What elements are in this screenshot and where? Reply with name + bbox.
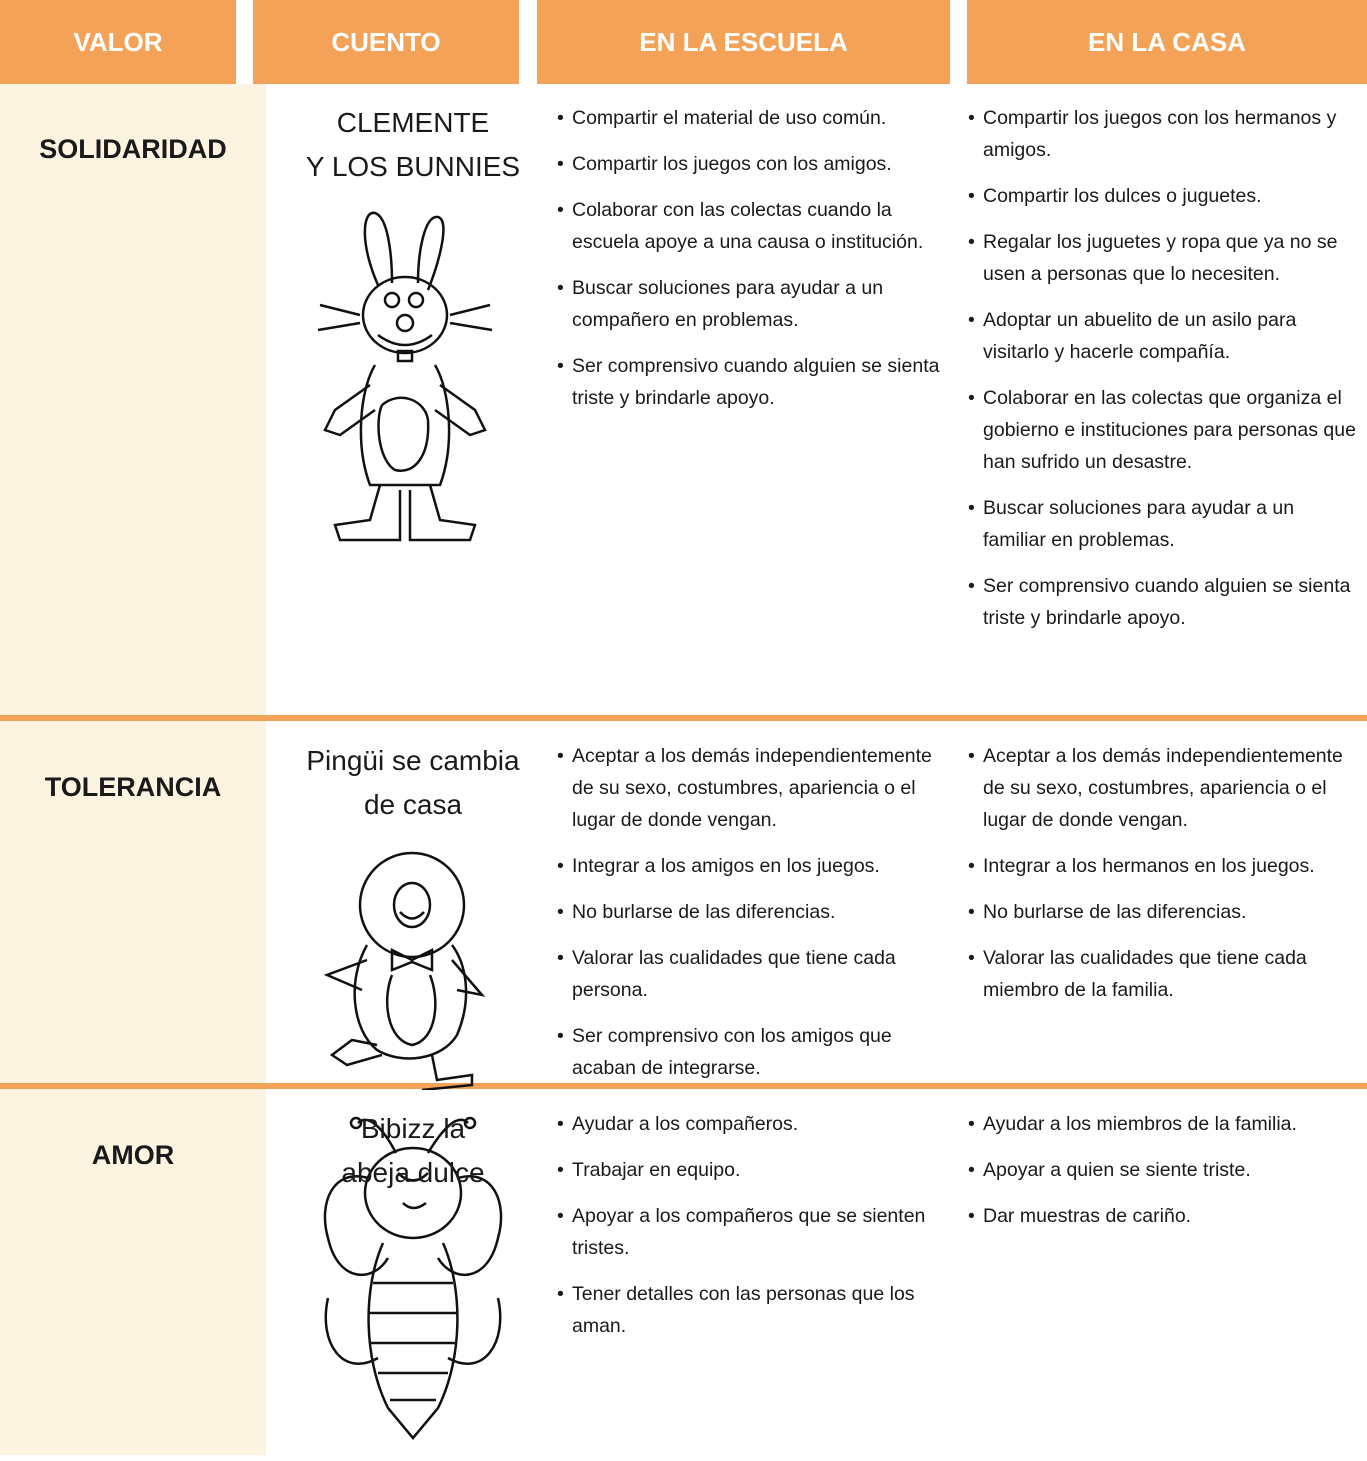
header-cell: EN LA ESCUELA bbox=[537, 0, 950, 84]
story-line: abeja dulce bbox=[341, 1157, 485, 1188]
value-name: SOLIDARIDAD bbox=[39, 134, 227, 164]
story-title: Pingüi se cambia de casa bbox=[280, 739, 546, 827]
bee-illustration bbox=[323, 1116, 503, 1440]
school-item: Valorar las cualidades que tiene cada pe… bbox=[557, 942, 947, 1006]
home-item: No burlarse de las diferencias. bbox=[968, 896, 1358, 928]
home-item: Compartir los dulces o juguetes. bbox=[968, 180, 1358, 212]
home-item: Valorar las cualidades que tiene cada mi… bbox=[968, 942, 1358, 1006]
value-name: AMOR bbox=[91, 1140, 175, 1170]
school-list: Ayudar a los compañeros. Trabajar en equi… bbox=[557, 1108, 947, 1356]
school-item: No burlarse de las diferencias. bbox=[557, 896, 947, 928]
school-item: Compartir el material de uso común. bbox=[557, 102, 947, 134]
school-item: Aceptar a los demás independientemente d… bbox=[557, 740, 947, 836]
bunny-illustration bbox=[317, 211, 493, 542]
story-line: Pingüi se cambia bbox=[306, 745, 520, 776]
home-item: Regalar los juguetes y ropa que ya no se… bbox=[968, 226, 1358, 290]
home-item: Apoyar a quien se siente triste. bbox=[968, 1154, 1358, 1186]
home-item: Compartir los juegos con los hermanos y … bbox=[968, 102, 1358, 166]
school-item: Ayudar a los compañeros. bbox=[557, 1108, 947, 1140]
school-item: Colaborar con las colectas cuando la esc… bbox=[557, 194, 947, 258]
home-list: Compartir los juegos con los hermanos y … bbox=[968, 102, 1358, 648]
value-column-background bbox=[0, 84, 266, 1455]
penguin-illustration bbox=[323, 851, 486, 1090]
home-item: Adoptar un abuelito de un asilo para vis… bbox=[968, 304, 1358, 368]
story-title: Bibizz la abeja dulce bbox=[280, 1107, 546, 1195]
school-item: Trabajar en equipo. bbox=[557, 1154, 947, 1186]
school-item: Buscar soluciones para ayudar a un compa… bbox=[557, 272, 947, 336]
story-line: Bibizz la bbox=[360, 1113, 466, 1144]
school-item: Apoyar a los compañeros que se sienten t… bbox=[557, 1200, 947, 1264]
story-line: de casa bbox=[363, 789, 463, 820]
school-item: Compartir los juegos con los amigos. bbox=[557, 148, 947, 180]
row-separator bbox=[0, 1083, 1367, 1089]
school-list: Compartir el material de uso común. Compa… bbox=[557, 102, 947, 428]
home-item: Colaborar en las colectas que organiza e… bbox=[968, 382, 1358, 478]
row-separator bbox=[0, 715, 1367, 721]
header-cell: VALOR bbox=[0, 0, 236, 84]
school-item: Ser comprensivo con los amigos que acaba… bbox=[557, 1020, 947, 1084]
home-item: Ser comprensivo cuando alguien se sienta… bbox=[968, 570, 1358, 634]
story-title: CLEMENTE Y LOS BUNNIES bbox=[280, 101, 546, 189]
school-list: Aceptar a los demás independientemente d… bbox=[557, 740, 947, 1098]
header-cell: CUENTO bbox=[253, 0, 519, 84]
school-item: Ser comprensivo cuando alguien se sienta… bbox=[557, 350, 947, 414]
home-item: Aceptar a los demás independientemente d… bbox=[968, 740, 1358, 836]
home-list: Ayudar a los miembros de la familia. Apoy… bbox=[968, 1108, 1358, 1246]
home-item: Dar muestras de cariño. bbox=[968, 1200, 1358, 1232]
home-item: Buscar soluciones para ayudar a un famil… bbox=[968, 492, 1358, 556]
header-cell: EN LA CASA bbox=[967, 0, 1367, 84]
value-name: TOLERANCIA bbox=[44, 772, 222, 802]
school-item: Tener detalles con las personas que los … bbox=[557, 1278, 947, 1342]
home-item: Integrar a los hermanos en los juegos. bbox=[968, 850, 1358, 882]
story-line: Y LOS BUNNIES bbox=[305, 151, 521, 182]
school-item: Integrar a los amigos en los juegos. bbox=[557, 850, 947, 882]
home-item: Ayudar a los miembros de la familia. bbox=[968, 1108, 1358, 1140]
home-list: Aceptar a los demás independientemente d… bbox=[968, 740, 1358, 1020]
story-line: CLEMENTE bbox=[336, 107, 490, 138]
